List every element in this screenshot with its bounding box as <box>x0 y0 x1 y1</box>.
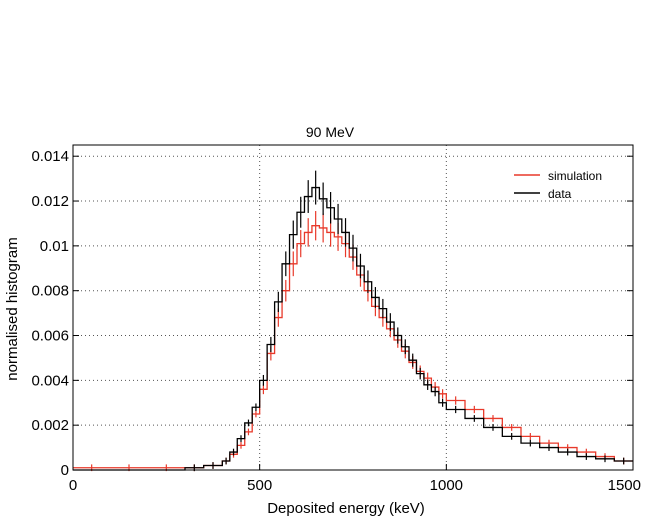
legend-label-simulation: simulation <box>548 169 602 183</box>
x-tick-label: 1500 <box>608 477 641 494</box>
y-tick-label: 0.002 <box>31 417 69 434</box>
x-tick-label: 500 <box>247 477 272 494</box>
axis-ticks: 0 0.002 0.004 0.006 0.008 0.01 0.012 0.014 0 500 1… <box>31 148 641 494</box>
y-tick-label: 0.014 <box>31 148 69 165</box>
series-line-data <box>73 186 633 471</box>
legend: simulation data <box>514 169 602 201</box>
series-line-simulation <box>73 225 633 469</box>
y-tick-label: 0.006 <box>31 328 69 345</box>
y-tick-label: 0.004 <box>31 372 69 389</box>
y-tick-label: 0.01 <box>40 238 69 255</box>
x-tick-label: 1000 <box>430 477 463 494</box>
chart-title: 90 MeV <box>306 124 355 140</box>
legend-label-data: data <box>548 187 572 201</box>
x-tick-label: 0 <box>69 477 77 494</box>
y-axis-title: normalised histogram <box>4 237 21 380</box>
x-axis-title: Deposited energy (keV) <box>267 500 425 517</box>
plot-frame <box>72 144 634 471</box>
series-layer <box>73 170 633 472</box>
y-tick-label: 0.012 <box>31 193 69 210</box>
y-tick-label: 0 <box>61 462 69 479</box>
y-tick-label: 0.008 <box>31 283 69 300</box>
